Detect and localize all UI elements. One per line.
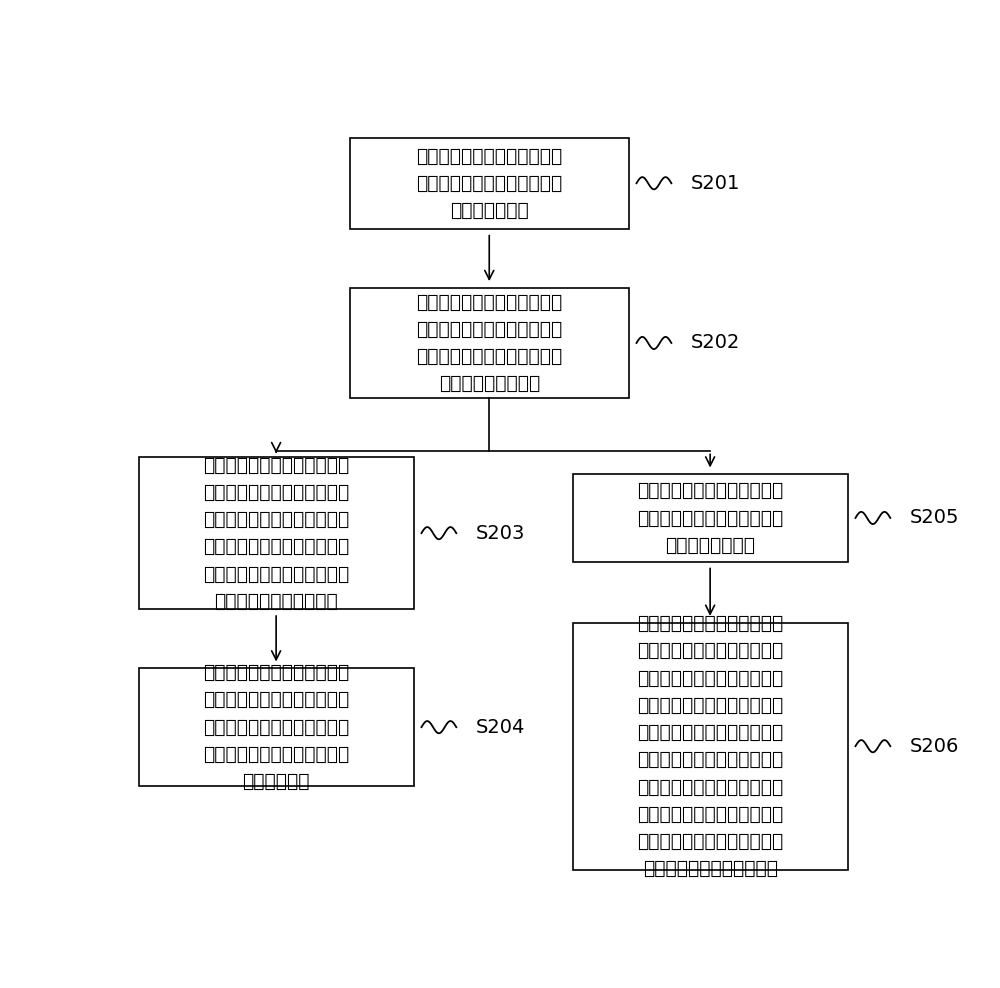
Text: S204: S204 [476, 717, 525, 737]
Text: 多样性驱动系统根据棒控棒位
系统提供的测量信号得到控制
棒的实际棒位数值，并根据所
述实际棒位数值确定是否需要
输出隔离信号以及所述反应堆
保护系统的隔离稀释源: 多样性驱动系统根据棒控棒位 系统提供的测量信号得到控制 棒的实际棒位数值，并根据… [637, 615, 783, 878]
Text: 所述反应堆保护系统将棒控棒
位系统提供的测量信号再分配
给多样性驱动系统: 所述反应堆保护系统将棒控棒 位系统提供的测量信号再分配 给多样性驱动系统 [637, 481, 783, 554]
Text: S205: S205 [910, 509, 959, 528]
Text: 所述棒位测量柜将所述模拟量
电信号进行相关处理得到葛莱
码信号，并将所述葛莱码信号
发送至保护系统机柜: 所述棒位测量柜将所述模拟量 电信号进行相关处理得到葛莱 码信号，并将所述葛莱码信… [416, 292, 562, 393]
Text: S201: S201 [691, 174, 740, 193]
Text: S206: S206 [910, 737, 959, 756]
Bar [573, 474, 848, 562]
Text: S203: S203 [476, 524, 525, 542]
Bar [139, 668, 414, 786]
Text: 所述保护系统机柜将所述葛莱
码信号进行转换计算后得到控
制棒的实际棒位数值，将所述
实际棒位数值与棒位阈值进行
比较并将比较后的逻辑信号发
送至专设安全设施驱动: 所述保护系统机柜将所述葛莱 码信号进行转换计算后得到控 制棒的实际棒位数值，将所… [203, 455, 349, 611]
Text: 棒位探测器将控制棒的棒位位
置信息转化成模拟量电信号提
供给棒位测量柜: 棒位探测器将控制棒的棒位位 置信息转化成模拟量电信号提 供给棒位测量柜 [416, 146, 562, 220]
Bar [139, 457, 414, 610]
Text: S202: S202 [691, 334, 740, 353]
Bar [350, 288, 629, 398]
Text: 所述专设安全设施驱动柜根据
所述逻辑信号确定是否需要启
用隔离稀释源功能以输出隔离
信号以输出隔离信号给化学和
容积控制系统: 所述专设安全设施驱动柜根据 所述逻辑信号确定是否需要启 用隔离稀释源功能以输出隔… [203, 663, 349, 791]
Bar [573, 622, 848, 869]
Bar [350, 137, 629, 229]
